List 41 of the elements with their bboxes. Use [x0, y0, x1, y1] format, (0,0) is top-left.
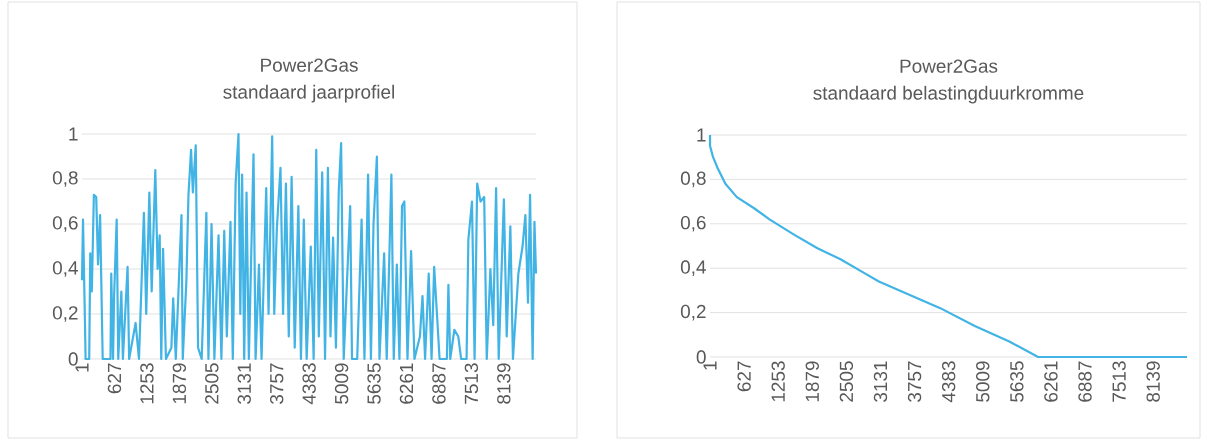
x-tick-label: 3131	[237, 363, 251, 404]
x-tick-label: 4383	[941, 361, 956, 403]
y-tick-label: 0,8	[680, 171, 706, 188]
x-tick-label: 2505	[205, 363, 219, 404]
y-tick-label: 0,4	[680, 260, 706, 277]
x-tick-label: 627	[107, 363, 122, 394]
x-tick-label: 627	[737, 361, 751, 392]
y-tick-label: 0,6	[680, 215, 706, 232]
x-tick-label: 1879	[805, 361, 819, 402]
y-tick-label: 0,8	[52, 171, 78, 187]
x-tick-label: 7513	[464, 363, 479, 404]
chart-subtitle: standaard jaarprofiel	[223, 84, 394, 103]
y-tick-label: 0,2	[680, 304, 706, 321]
chart-subtitle: standaard belastingduurkromme	[813, 85, 1084, 104]
x-tick-label: 3131	[873, 361, 888, 402]
x-tick-label: 6887	[432, 363, 446, 404]
x-tick-label: 6261	[1044, 361, 1058, 402]
chart-title: Power2Gas	[261, 58, 358, 72]
y-tick-label: 0,2	[52, 306, 78, 322]
x-tick-label: 3757	[907, 361, 922, 402]
y-tick-label: 0,6	[52, 216, 78, 232]
x-tick-label: 5009	[976, 361, 990, 402]
line-series	[80, 132, 538, 361]
y-tick-label: 1	[69, 127, 78, 141]
x-tick-label: 5635	[1010, 361, 1024, 402]
chart-title: Power2Gas	[900, 59, 998, 73]
x-tick-label: 8139	[1146, 361, 1160, 402]
x-tick-label: 1253	[140, 363, 154, 404]
x-tick-label: 4383	[302, 363, 316, 405]
x-tick-label: 2505	[839, 361, 854, 402]
x-tick-label: 8139	[497, 363, 511, 404]
y-tick-label: 1	[697, 128, 706, 142]
x-tick-label: 6261	[399, 363, 414, 404]
x-tick-label: 1253	[771, 361, 785, 402]
y-tick-label: 0,4	[52, 261, 78, 277]
x-tick-label: 7513	[1112, 361, 1126, 402]
x-tick-label: 1879	[172, 363, 187, 404]
x-tick-label: 5635	[367, 363, 381, 404]
x-tick-label: 6887	[1078, 361, 1092, 402]
x-tick-label: 5009	[334, 363, 349, 404]
x-tick-label: 3757	[269, 363, 284, 404]
